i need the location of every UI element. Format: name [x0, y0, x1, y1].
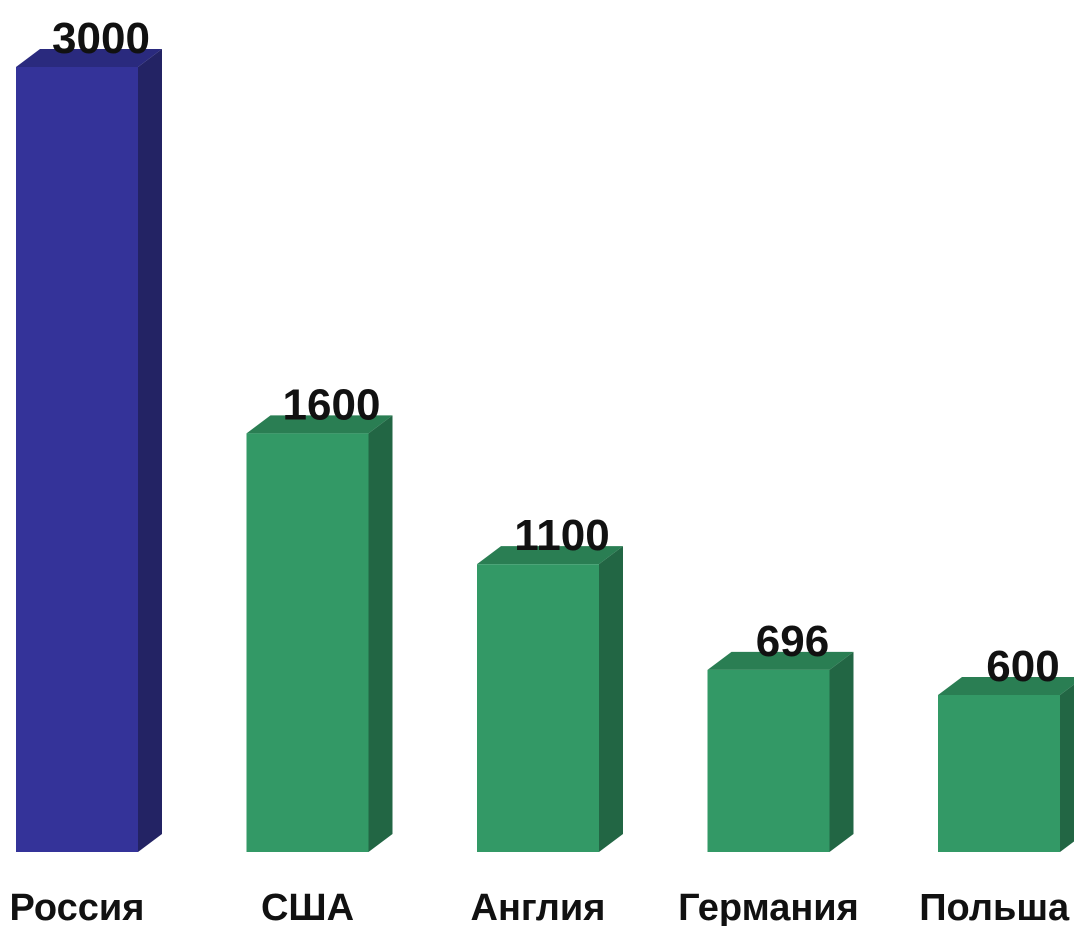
category-label-poland: Польша [919, 887, 1070, 926]
bar-russia [16, 49, 162, 852]
bar-england [477, 546, 623, 852]
data-label-poland: 600 [986, 642, 1059, 691]
bar-side-germany [830, 652, 854, 852]
bar-side-england [599, 546, 623, 852]
bar-front-germany [708, 670, 830, 852]
bars-group [16, 49, 1074, 852]
data-label-usa: 1600 [283, 380, 381, 429]
bar-front-england [477, 564, 599, 852]
bar-poland [938, 677, 1074, 852]
data-label-germany: 696 [756, 617, 829, 666]
category-label-germany: Германия [678, 887, 859, 926]
bar-germany [708, 652, 854, 852]
bar-front-usa [247, 433, 369, 852]
category-label-usa: США [261, 887, 354, 926]
data-label-england: 1100 [514, 511, 609, 560]
bar-side-russia [138, 49, 162, 852]
bar-side-usa [369, 415, 393, 852]
category-labels-group: Россия США Англия Германия Польша [10, 887, 1070, 926]
data-label-russia: 3000 [52, 14, 150, 63]
bar-usa [247, 415, 393, 852]
category-label-england: Англия [471, 887, 606, 926]
bar-side-poland [1060, 677, 1074, 852]
category-label-russia: Россия [10, 887, 145, 926]
bar-front-poland [938, 695, 1060, 852]
bar-front-russia [16, 67, 138, 852]
